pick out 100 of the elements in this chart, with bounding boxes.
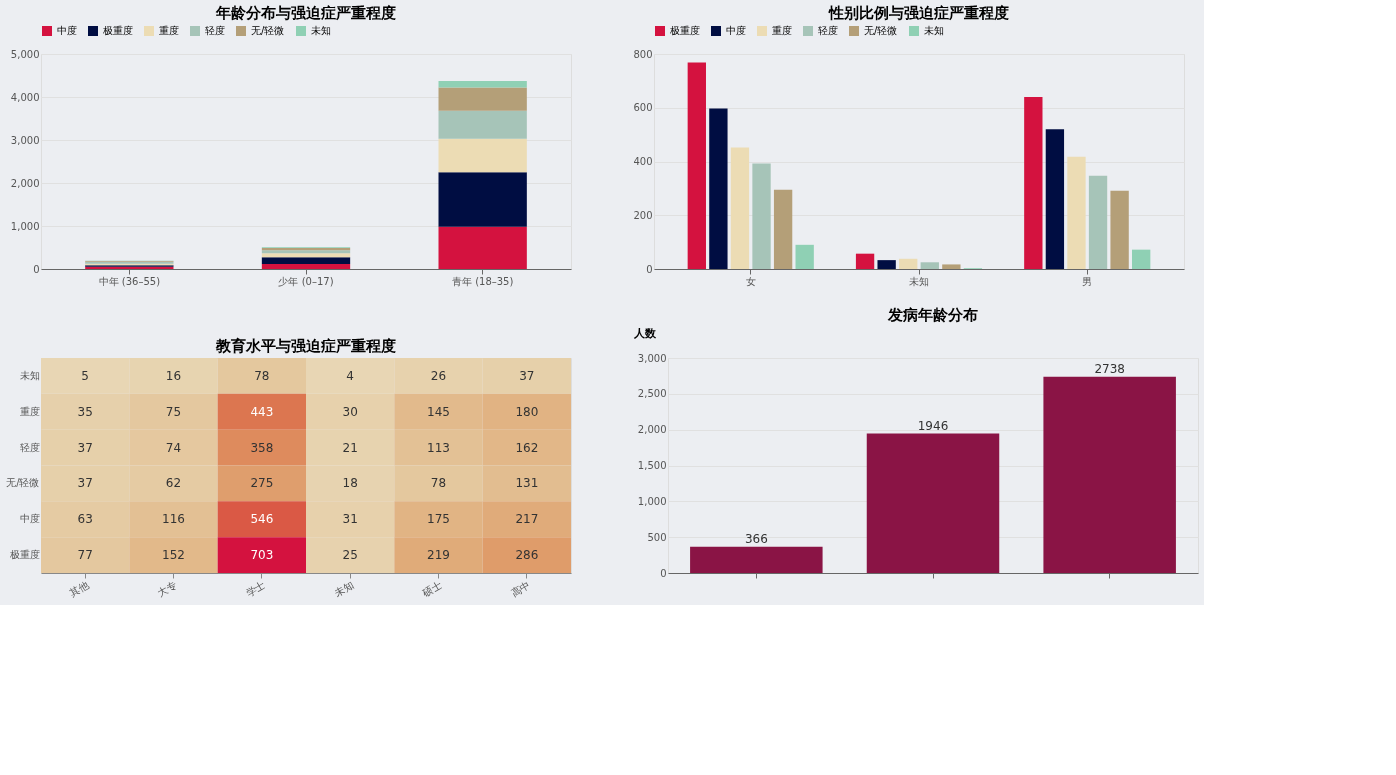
data-label: 145 (427, 404, 450, 419)
x-tick-label: 大专 (155, 579, 179, 600)
data-label: 4 (346, 368, 354, 383)
data-label: 25 (342, 548, 358, 563)
data-label: 443 (250, 404, 274, 419)
data-label: 175 (427, 512, 450, 527)
data-label: 1946 (917, 418, 949, 433)
y-tick-label: 2,500 (637, 388, 667, 400)
bar (709, 108, 728, 269)
data-label: 546 (250, 512, 274, 527)
y-tick-label: 1,500 (637, 460, 667, 471)
y-tick-label: 3,000 (637, 352, 667, 364)
legend-label: 极重度 (669, 25, 700, 36)
legend-label: 极重度 (102, 25, 133, 36)
data-label: 286 (515, 548, 539, 563)
y-tick-label: 600 (633, 102, 653, 114)
x-tick-label: 高中 (509, 579, 532, 600)
data-label: 37 (77, 440, 93, 455)
y-tick-label: 无/轻微 (6, 477, 40, 489)
data-label: 116 (162, 512, 185, 527)
x-tick-label: 硕士 (419, 579, 444, 600)
data-label: 26 (430, 368, 447, 383)
data-label: 78 (430, 476, 447, 491)
data-label: 152 (162, 548, 185, 563)
y-tick-label: 500 (647, 531, 667, 543)
x-tick-label: 青年 (18–35) (451, 275, 514, 287)
y-tick-label: 2,000 (637, 424, 667, 436)
x-tick-label: 其他 (67, 579, 91, 600)
bar (1024, 97, 1043, 269)
bar (1043, 376, 1176, 573)
x-tick-label: 男 (1082, 275, 1093, 287)
legend-label: 重度 (772, 25, 792, 36)
x-tick-label: 未知 (332, 579, 356, 600)
data-label: 18 (342, 476, 358, 491)
bar (438, 138, 527, 173)
data-label: 31 (342, 512, 358, 527)
data-label: 63 (77, 512, 93, 527)
legend-label: 无/轻微 (251, 25, 285, 36)
data-label: 77 (77, 548, 93, 563)
y-tick-label: 轻度 (19, 441, 40, 453)
chart-title: 发病年龄分布 (887, 306, 978, 324)
data-label: 35 (77, 404, 93, 419)
legend-label: 未知 (311, 25, 331, 36)
data-label: 113 (427, 440, 450, 455)
bar (795, 244, 814, 269)
legend-label: 重度 (159, 25, 179, 36)
bar (899, 258, 918, 269)
y-tick-label: 800 (633, 48, 653, 60)
bar (730, 147, 750, 269)
data-label: 162 (515, 440, 539, 455)
bar (690, 546, 823, 573)
y-tick-label: 4,000 (10, 91, 40, 103)
legend-label: 中度 (57, 25, 77, 36)
data-label: 219 (427, 548, 450, 563)
y-tick-label: 400 (633, 156, 653, 167)
bar (1045, 129, 1065, 269)
bar (1110, 190, 1129, 269)
bar (438, 87, 527, 111)
bar (1088, 175, 1108, 269)
bar (261, 257, 351, 264)
data-label: 131 (515, 476, 539, 491)
bar (752, 163, 771, 269)
bar (438, 110, 527, 139)
bar (438, 81, 527, 88)
chart-title: 年龄分布与强迫症严重程度 (215, 4, 396, 22)
y-tick-label: 5,000 (10, 48, 40, 60)
x-tick-label: 中年 (36–55) (98, 275, 161, 287)
data-label: 75 (165, 404, 182, 419)
data-label: 2738 (1094, 361, 1125, 376)
data-label: 74 (165, 440, 182, 455)
y-tick-label: 1,000 (10, 220, 40, 232)
y-tick-label: 未知 (19, 369, 40, 381)
legend-label: 轻度 (205, 25, 225, 36)
data-label: 78 (254, 368, 270, 383)
x-tick-label: 学士 (244, 579, 267, 600)
bar (920, 262, 939, 269)
legend-label: 未知 (924, 25, 944, 36)
bar (687, 62, 706, 269)
y-tick-label: 重度 (19, 405, 40, 417)
bar (1132, 249, 1151, 269)
data-label: 366 (744, 531, 768, 546)
bar (855, 253, 875, 269)
legend-label: 轻度 (818, 25, 838, 36)
bar (773, 189, 793, 269)
bar (877, 260, 896, 269)
chart-title: 教育水平与强迫症严重程度 (215, 337, 396, 355)
data-label: 217 (515, 512, 539, 527)
y-tick-label: 3,000 (10, 134, 40, 146)
y-axis-title: 人数 (632, 326, 657, 340)
x-tick-label: 少年 (0–17) (278, 275, 334, 287)
y-tick-label: 200 (633, 209, 653, 221)
chart-title: 性别比例与强迫症严重程度 (828, 4, 1009, 22)
y-tick-label: 2,000 (10, 177, 40, 189)
data-label: 21 (342, 440, 358, 455)
bar (866, 433, 1000, 573)
data-label: 30 (342, 404, 358, 419)
x-tick-label: 女 (745, 275, 756, 287)
y-tick-label: 0 (660, 567, 667, 579)
y-tick-label: 0 (33, 263, 40, 275)
bar (1067, 156, 1086, 269)
